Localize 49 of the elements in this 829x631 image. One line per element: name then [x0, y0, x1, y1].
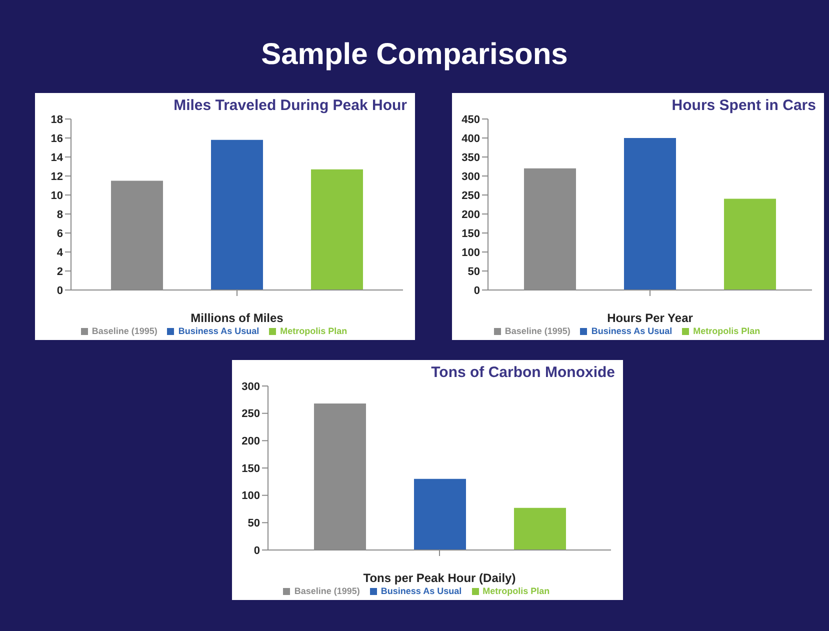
- chart-title: Hours Spent in Cars: [672, 97, 816, 114]
- bar: [724, 198, 776, 290]
- y-tick-label: 250: [242, 408, 260, 420]
- y-tick-label: 450: [462, 114, 480, 126]
- y-tick-label: 16: [50, 132, 63, 145]
- legend-label: Business As Usual: [380, 586, 462, 596]
- bar: [514, 508, 566, 550]
- bar: [624, 138, 676, 290]
- y-tick-label: 250: [462, 190, 480, 202]
- y-tick-label: 0: [254, 544, 260, 557]
- bar: [414, 478, 466, 550]
- x-axis-title: Tons per Peak Hour (Daily): [363, 571, 516, 585]
- legend-label: Metropolis Plan: [482, 586, 550, 596]
- y-tick-label: 14: [50, 152, 64, 164]
- y-tick-label: 50: [248, 518, 260, 530]
- chart-title: Tons of Carbon Monoxide: [431, 364, 615, 381]
- y-tick-label: 0: [474, 284, 480, 297]
- legend-label: Business As Usual: [591, 326, 672, 336]
- legend-label: Baseline (1995): [504, 326, 570, 336]
- y-tick-label: 18: [50, 114, 63, 126]
- legend-label: Baseline (1995): [294, 586, 360, 596]
- chart-title: Miles Traveled During Peak Hour: [174, 97, 407, 114]
- y-tick-label: 4: [56, 246, 64, 259]
- legend-label: Business As Usual: [178, 326, 260, 336]
- bar: [211, 140, 263, 290]
- y-tick-label: 6: [56, 228, 63, 240]
- y-tick-label: 12: [50, 170, 63, 183]
- y-tick-label: 300: [242, 380, 260, 393]
- y-tick-label: 8: [56, 208, 63, 221]
- y-tick-label: 150: [462, 228, 480, 240]
- legend-label: Baseline (1995): [92, 326, 158, 336]
- text: Sample Comparisons: [260, 38, 569, 72]
- bar: [311, 169, 363, 290]
- y-tick-label: 350: [462, 152, 480, 164]
- y-tick-label: 400: [462, 132, 480, 145]
- y-tick-label: 200: [462, 208, 480, 221]
- x-axis-title: Millions of Miles: [190, 311, 284, 325]
- y-tick-label: 10: [50, 190, 63, 202]
- y-tick-label: 2: [56, 266, 63, 278]
- y-tick-label: 100: [242, 490, 260, 502]
- y-tick-label: 50: [468, 266, 480, 278]
- y-tick-label: 0: [56, 284, 63, 297]
- x-axis-title: Hours Per Year: [607, 311, 694, 325]
- y-tick-label: 300: [462, 170, 480, 183]
- y-tick-label: 200: [242, 436, 260, 448]
- y-tick-label: 150: [242, 462, 260, 475]
- y-tick-label: 100: [462, 246, 480, 259]
- legend-label: Metropolis Plan: [693, 326, 760, 336]
- legend-label: Metropolis Plan: [280, 326, 348, 336]
